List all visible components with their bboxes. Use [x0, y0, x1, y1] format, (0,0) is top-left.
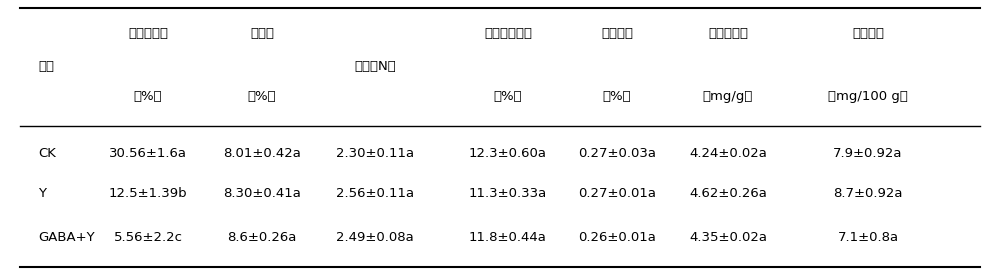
Text: 8.01±0.42a: 8.01±0.42a: [223, 147, 301, 160]
Text: 8.6±0.26a: 8.6±0.26a: [227, 231, 297, 244]
Text: （mg/100 g）: （mg/100 g）: [828, 90, 908, 103]
Text: 8.30±0.41a: 8.30±0.41a: [223, 187, 301, 200]
Text: 4.62±0.26a: 4.62±0.26a: [689, 187, 767, 200]
Text: 处理: 处理: [38, 60, 54, 73]
Text: 可溶性固形物: 可溶性固形物: [484, 27, 532, 40]
Text: 4.24±0.02a: 4.24±0.02a: [689, 147, 767, 160]
Text: 0.27±0.01a: 0.27±0.01a: [578, 187, 656, 200]
Text: 12.5±1.39b: 12.5±1.39b: [109, 187, 187, 200]
Text: 2.49±0.08a: 2.49±0.08a: [336, 231, 414, 244]
Text: （%）: （%）: [134, 90, 162, 103]
Text: 可溶性蛋白: 可溶性蛋白: [708, 27, 748, 40]
Text: Y: Y: [38, 187, 46, 200]
Text: 2.30±0.11a: 2.30±0.11a: [336, 147, 414, 160]
Text: 2.56±0.11a: 2.56±0.11a: [336, 187, 414, 200]
Text: 11.8±0.44a: 11.8±0.44a: [469, 231, 547, 244]
Text: （%）: （%）: [494, 90, 522, 103]
Text: （%）: （%）: [248, 90, 276, 103]
Text: 可滴定酸: 可滴定酸: [601, 27, 633, 40]
Text: 11.3±0.33a: 11.3±0.33a: [469, 187, 547, 200]
Text: （mg/g）: （mg/g）: [703, 90, 753, 103]
Text: （%）: （%）: [603, 90, 631, 103]
Text: 抗坏血酸: 抗坏血酸: [852, 27, 884, 40]
Text: 8.7±0.92a: 8.7±0.92a: [833, 187, 903, 200]
Text: 0.27±0.03a: 0.27±0.03a: [578, 147, 656, 160]
Text: 30.56±1.6a: 30.56±1.6a: [109, 147, 187, 160]
Text: 7.9±0.92a: 7.9±0.92a: [833, 147, 903, 160]
Text: CK: CK: [38, 147, 56, 160]
Text: 硬度（N）: 硬度（N）: [354, 60, 396, 73]
Text: 自然腐烂率: 自然腐烂率: [128, 27, 168, 40]
Text: GABA+Y: GABA+Y: [38, 231, 95, 244]
Text: 7.1±0.8a: 7.1±0.8a: [837, 231, 899, 244]
Text: 失重率: 失重率: [250, 27, 274, 40]
Text: 4.35±0.02a: 4.35±0.02a: [689, 231, 767, 244]
Text: 12.3±0.60a: 12.3±0.60a: [469, 147, 547, 160]
Text: 5.56±2.2c: 5.56±2.2c: [114, 231, 182, 244]
Text: 0.26±0.01a: 0.26±0.01a: [578, 231, 656, 244]
